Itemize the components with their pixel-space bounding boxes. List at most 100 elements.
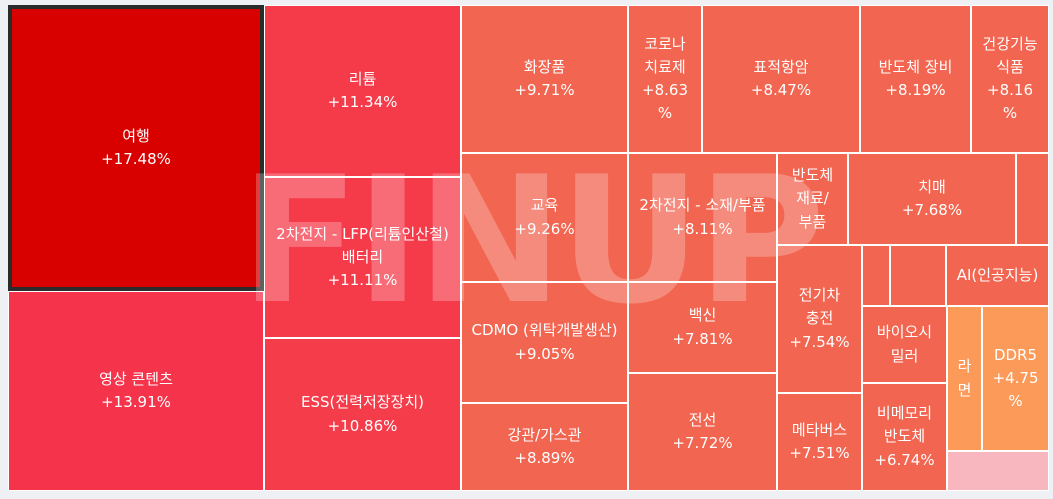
tile-change-value: +13.91% <box>101 393 171 411</box>
tile-change-value: +6.74% <box>874 450 935 469</box>
tile-content: 표적항암 +8.47% <box>743 56 819 103</box>
tile-content: 전선 +7.72% <box>664 409 740 456</box>
treemap-tile-10[interactable]: 표적항암 +8.47% <box>702 5 860 153</box>
tile-name: 라면 <box>957 357 972 399</box>
tile-change-value: +8.47% <box>750 81 812 99</box>
tile-change-value: +10.86% <box>327 416 398 435</box>
tile-content: 비메모리 반도체 +6.74% <box>863 402 946 472</box>
tile-change-value: +8.63% <box>642 81 688 123</box>
treemap-tile-16-ai[interactable]: AI(인공지능) <box>946 245 1049 306</box>
tile-name: 여행 <box>122 126 150 145</box>
treemap-unlabeled-tile-0[interactable] <box>1016 153 1049 245</box>
tile-content: 여행 +17.48% <box>93 125 179 172</box>
tile-name: 화장품 <box>523 57 566 76</box>
tile-content: AI(인공지능) <box>949 264 1047 287</box>
tile-change-value: +7.72% <box>672 434 733 452</box>
tile-content: 전기차 충전 +7.54% <box>778 284 861 354</box>
tile-name: 치매 <box>918 177 946 196</box>
tile-content: 코로나 치료제 +8.63% <box>629 33 701 126</box>
tile-change-value: +7.81% <box>672 329 733 348</box>
treemap-tile-2[interactable]: 리튬 +11.34% <box>264 5 461 177</box>
treemap-unlabeled-tile-2[interactable] <box>890 245 946 306</box>
treemap-tile-22[interactable]: 비메모리 반도체 +6.74% <box>862 383 947 491</box>
tile-change-value: +8.89% <box>514 449 575 467</box>
tile-change-value: +8.19% <box>885 81 946 99</box>
treemap-unlabeled-tile-1[interactable] <box>862 245 890 306</box>
tile-content: DDR5 +4.75% <box>983 344 1048 414</box>
tile-name: 리튬 <box>348 69 377 88</box>
tile-name: 전기차 충전 <box>798 286 841 328</box>
tile-change-value: +11.34% <box>327 93 398 111</box>
treemap-tile-23[interactable]: 라면 <box>947 306 982 451</box>
tile-content: 반도체 장비 +8.19% <box>871 56 961 103</box>
treemap-tile-0[interactable]: 여행 +17.48% <box>8 5 264 291</box>
treemap-tile-8[interactable]: 강관/가스관 +8.89% <box>461 403 628 491</box>
treemap-tile-15[interactable]: 치매 +7.68% <box>848 153 1016 245</box>
tile-content: 백신 +7.81% <box>664 304 740 351</box>
treemap-tile-21[interactable]: 바이오시밀러 <box>862 306 947 383</box>
treemap-tile-7-cdmo[interactable]: CDMO (위탁개발생산) +9.05% <box>461 282 628 403</box>
tile-content: 치매 +7.68% <box>894 176 970 223</box>
treemap-tile-18[interactable]: 전선 +7.72% <box>628 373 777 491</box>
tile-name: 표적항암 <box>753 57 809 76</box>
treemap-tile-11[interactable]: 반도체 장비 +8.19% <box>860 5 971 153</box>
treemap-tile-3-2-lfp[interactable]: 2차전지 - LFP(리튬인산철) 배터리 +11.11% <box>264 177 461 338</box>
treemap-tile-13-2[interactable]: 2차전지 - 소재/부품 +8.11% <box>628 153 777 282</box>
tile-change-value: +7.54% <box>789 332 850 351</box>
tile-content: 라면 <box>948 355 981 402</box>
tile-change-value: +17.48% <box>101 150 171 168</box>
treemap-tile-6[interactable]: 교육 +9.26% <box>461 153 628 282</box>
treemap-tile-24-ddr5[interactable]: DDR5 +4.75% <box>982 306 1049 451</box>
tile-change-value: +9.71% <box>514 81 575 99</box>
treemap-tile-5[interactable]: 화장품 +9.71% <box>461 5 628 153</box>
tile-content: CDMO (위탁개발생산) +9.05% <box>463 319 625 366</box>
treemap-tile-9[interactable]: 코로나 치료제 +8.63% <box>628 5 702 153</box>
tile-content: ESS(전력저장장치) +10.86% <box>293 391 432 438</box>
treemap-tile-14[interactable]: 반도체 재료/부품 <box>777 153 848 245</box>
tile-name: 백신 <box>688 306 717 325</box>
tile-content: 반도체 재료/부품 <box>778 164 847 234</box>
tile-name: 반도체 장비 <box>878 57 953 76</box>
tile-name: 메타버스 <box>791 420 848 439</box>
tile-name: 건강기능식품 <box>982 34 1038 76</box>
tile-change-value: +7.51% <box>789 444 850 462</box>
treemap-unlabeled-tile-3[interactable] <box>947 451 1049 491</box>
tile-content: 리튬 +11.34% <box>320 68 406 115</box>
treemap-tile-1[interactable]: 영상 콘텐츠 +13.91% <box>8 291 264 491</box>
tile-content: 2차전지 - 소재/부품 +8.11% <box>631 194 773 241</box>
tile-name: 2차전지 - 소재/부품 <box>639 196 766 215</box>
tile-name: AI(인공지능) <box>956 265 1039 284</box>
tile-content: 화장품 +9.71% <box>506 56 582 103</box>
tile-name: DDR5 <box>993 345 1038 364</box>
tile-name: 교육 <box>530 196 559 215</box>
treemap-tile-12[interactable]: 건강기능식품 +8.16% <box>971 5 1049 153</box>
tile-name: 전선 <box>688 410 717 429</box>
tile-name: 강관/가스관 <box>507 425 582 444</box>
tile-name: 영상 콘텐츠 <box>99 369 173 388</box>
tile-content: 교육 +9.26% <box>506 194 582 241</box>
tile-name: ESS(전력저장장치) <box>300 393 425 412</box>
tile-name: 바이오시밀러 <box>876 323 933 365</box>
tile-name: 비메모리 반도체 <box>876 404 933 446</box>
tile-content: 2차전지 - LFP(리튬인산철) 배터리 +11.11% <box>265 223 460 293</box>
treemap-tile-19[interactable]: 전기차 충전 +7.54% <box>777 245 862 393</box>
tile-name: 반도체 재료/부품 <box>791 166 834 231</box>
tile-content: 바이오시밀러 <box>863 321 946 368</box>
tile-content: 강관/가스관 +8.89% <box>499 424 589 471</box>
treemap-tile-20[interactable]: 메타버스 +7.51% <box>777 393 862 491</box>
tile-content: 영상 콘텐츠 +13.91% <box>91 368 181 415</box>
tile-name: 코로나 치료제 <box>644 34 686 76</box>
tile-content: 메타버스 +7.51% <box>781 419 857 466</box>
tile-name: CDMO (위탁개발생산) <box>471 321 618 340</box>
tile-name: 2차전지 - LFP(리튬인산철) 배터리 <box>276 224 449 266</box>
tile-change-value: +9.05% <box>514 344 575 363</box>
tile-change-value: +11.11% <box>327 271 398 290</box>
tile-content: 건강기능식품 +8.16% <box>972 33 1048 126</box>
tile-change-value: +8.11% <box>672 219 733 238</box>
treemap-tile-4-ess[interactable]: ESS(전력저장장치) +10.86% <box>264 338 461 491</box>
treemap-tile-17[interactable]: 백신 +7.81% <box>628 282 777 373</box>
tile-change-value: +8.16% <box>987 81 1033 123</box>
tile-change-value: +7.68% <box>901 201 963 219</box>
tile-change-value: +4.75% <box>992 368 1039 411</box>
